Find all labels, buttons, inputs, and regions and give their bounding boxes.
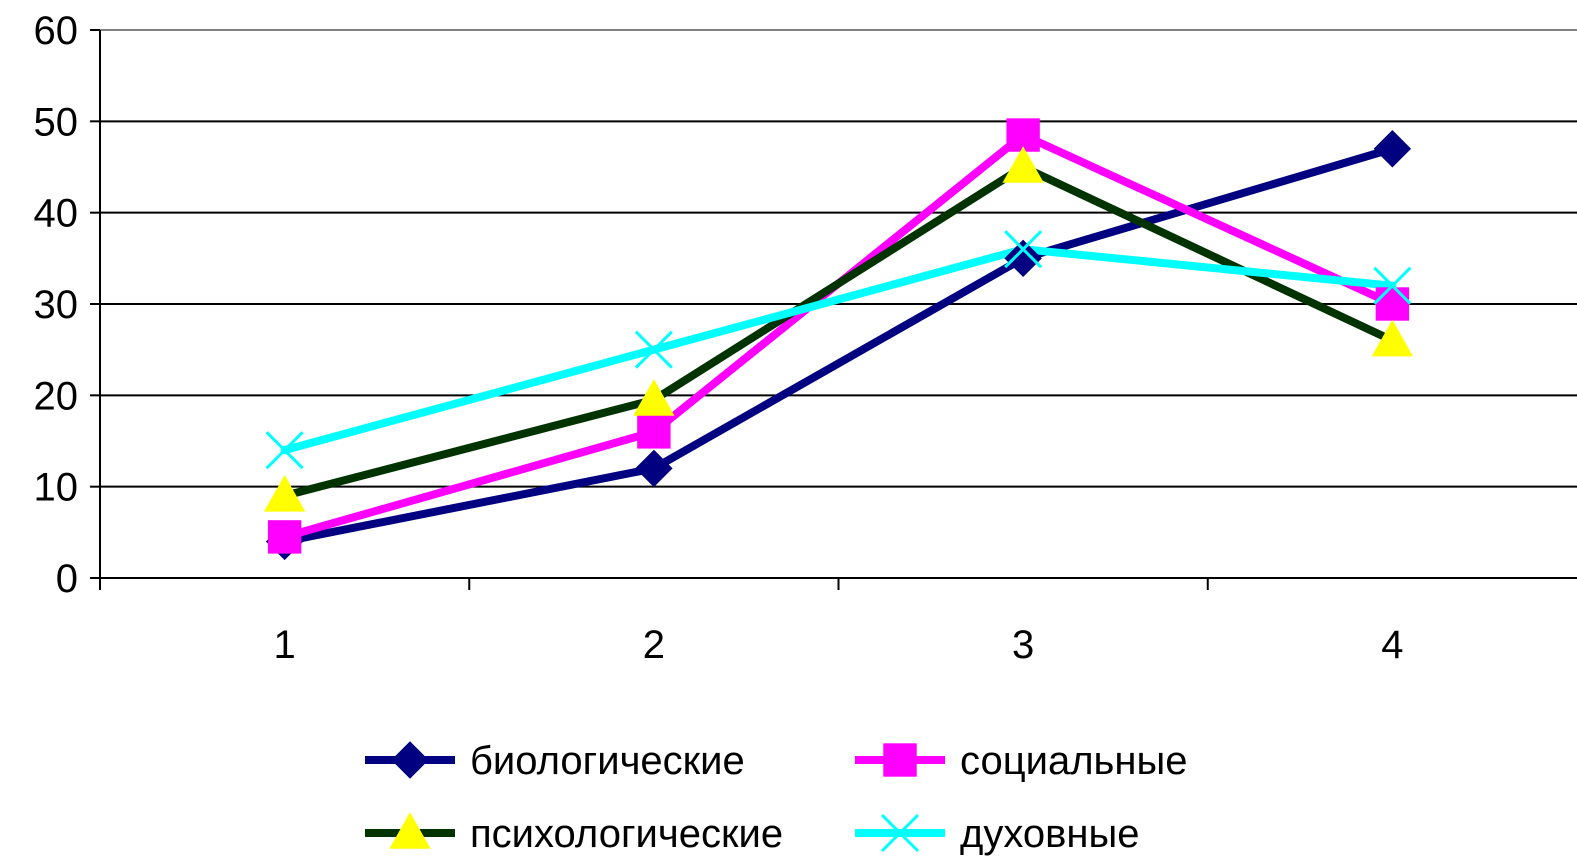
x-tick-label: 2 bbox=[643, 623, 665, 667]
y-tick-label: 40 bbox=[34, 192, 79, 236]
triangle-marker bbox=[1002, 146, 1044, 183]
diamond-marker bbox=[391, 741, 429, 779]
x-marker bbox=[1373, 266, 1412, 305]
legend-item: психологические bbox=[365, 812, 783, 856]
legend-label: духовные bbox=[960, 812, 1139, 856]
grid-lines bbox=[100, 29, 1577, 488]
square-marker bbox=[267, 520, 302, 554]
tick-labels: 0 10 20 30 40 50 60 1 2 3 4 bbox=[34, 9, 1404, 667]
x-marker bbox=[1004, 230, 1043, 269]
series-line-4 bbox=[280, 245, 1397, 455]
legend-item: духовные bbox=[855, 812, 1139, 856]
triangle-marker bbox=[389, 812, 431, 849]
y-tick-label: 30 bbox=[34, 283, 79, 327]
x-marker-stroke bbox=[880, 813, 920, 853]
x-marker-stroke bbox=[1004, 230, 1043, 269]
y-tick-label: 20 bbox=[34, 374, 79, 418]
x-marker-stroke bbox=[634, 330, 673, 369]
x-marker bbox=[634, 330, 673, 369]
triangle-marker bbox=[1371, 319, 1414, 357]
legend-item: биологические bbox=[365, 739, 745, 783]
x-marker bbox=[265, 431, 304, 470]
series-line-3 bbox=[280, 163, 1397, 500]
square-marker bbox=[883, 743, 917, 777]
x-tick-label: 3 bbox=[1012, 623, 1034, 667]
square-marker bbox=[1375, 287, 1410, 321]
x-marker bbox=[880, 813, 920, 853]
diamond-marker bbox=[1004, 239, 1042, 278]
diamond-marker bbox=[635, 449, 673, 488]
x-marker-stroke bbox=[265, 431, 304, 470]
legend-label: психологические bbox=[470, 812, 783, 856]
legend-label: социальные bbox=[960, 739, 1187, 783]
series-markers bbox=[263, 118, 1414, 561]
legend-item: социальные bbox=[855, 739, 1187, 783]
square-marker bbox=[637, 415, 671, 449]
series-line-1 bbox=[280, 144, 1397, 546]
y-tick-label: 60 bbox=[34, 9, 79, 53]
diamond-marker bbox=[1373, 130, 1412, 168]
y-tick-label: 0 bbox=[56, 557, 78, 601]
axes bbox=[90, 29, 1577, 590]
series-lines bbox=[280, 131, 1397, 546]
x-tick-label: 1 bbox=[274, 623, 296, 667]
x-tick-label: 4 bbox=[1381, 623, 1403, 667]
y-tick-label: 10 bbox=[34, 466, 79, 510]
legend-label: биологические bbox=[470, 739, 745, 783]
y-tick-label: 50 bbox=[34, 100, 79, 144]
triangle-marker bbox=[263, 474, 306, 512]
legend: биологические социальные психологические ду… bbox=[365, 739, 1187, 856]
x-marker-stroke bbox=[1373, 266, 1412, 305]
triangle-marker bbox=[633, 379, 675, 416]
